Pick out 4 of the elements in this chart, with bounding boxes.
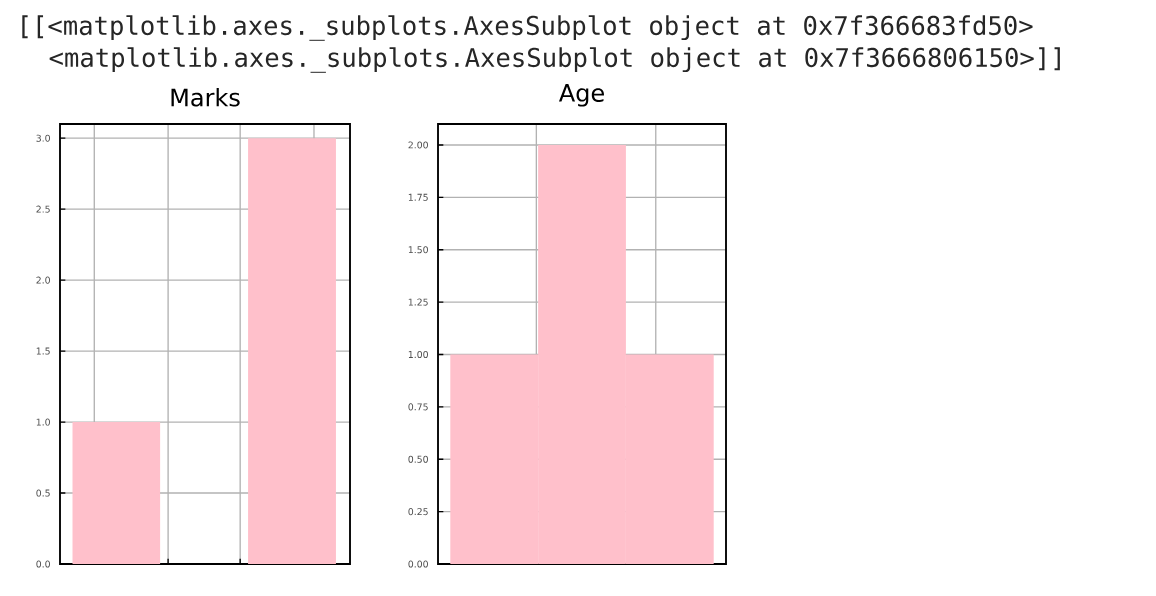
text: [[<matplotlib.axes._subplots.AxesSubplot object at 0x7f366683fd50> [22,15,1033,41]
chart-title: Marks [171,88,240,107]
text: <matplotlib.axes._subplots.AxesSubplot object at 0x7f3666806150>]] [49,47,1060,73]
chart-title: Age [558,84,604,107]
